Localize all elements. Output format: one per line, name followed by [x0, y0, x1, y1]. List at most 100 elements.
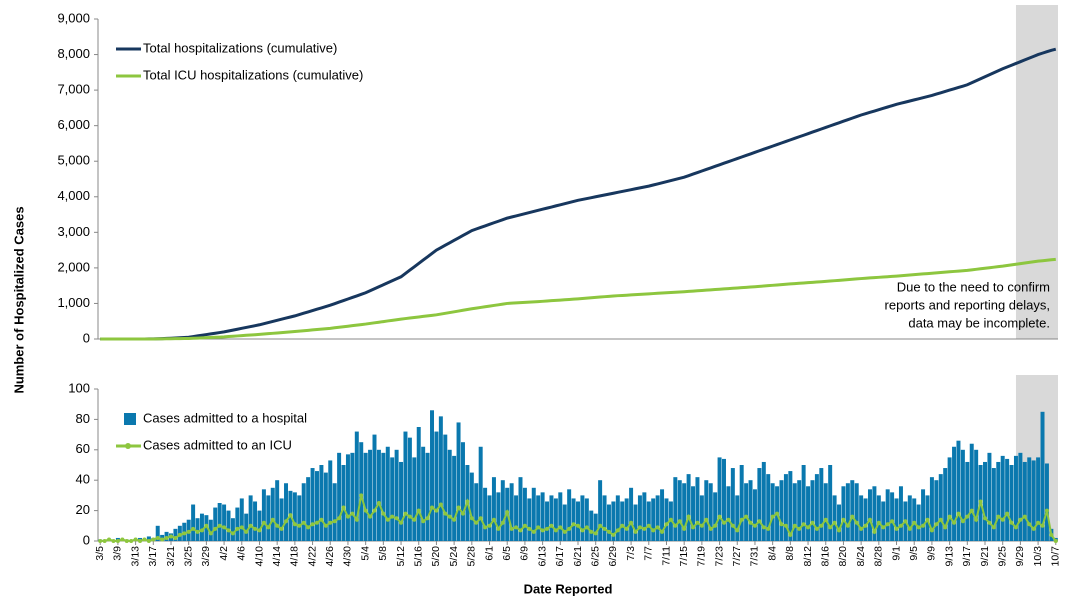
point — [292, 522, 297, 527]
point — [345, 514, 350, 519]
bar — [381, 452, 386, 541]
bar — [337, 452, 342, 541]
y-axis-title: Number of Hospitalized Cases — [11, 206, 26, 393]
bar — [354, 431, 359, 541]
y-tick-label: 2,000 — [57, 259, 90, 274]
point — [235, 526, 240, 531]
point — [921, 523, 926, 528]
point — [660, 529, 665, 534]
point — [894, 526, 899, 531]
bar — [752, 489, 757, 541]
point — [938, 517, 943, 522]
point — [465, 499, 470, 504]
point — [460, 511, 465, 516]
bar — [204, 515, 209, 541]
bar — [421, 446, 426, 541]
y-tick-label: 4,000 — [57, 188, 90, 203]
point — [509, 526, 514, 531]
point — [775, 511, 780, 516]
x-tick-label: 3/9 — [112, 546, 124, 561]
point — [983, 516, 988, 521]
point — [903, 519, 908, 524]
x-tick-label: 6/25 — [589, 546, 601, 567]
point — [500, 520, 505, 525]
bar — [872, 486, 877, 541]
point — [615, 528, 620, 533]
bar — [664, 498, 669, 541]
bar — [726, 486, 731, 541]
bar — [195, 518, 200, 541]
point — [792, 523, 797, 528]
x-tick-label: 7/31 — [749, 546, 761, 567]
point — [637, 525, 642, 530]
point — [314, 520, 319, 525]
x-tick-label: 4/14 — [271, 546, 283, 567]
point — [890, 519, 895, 524]
x-tick-label: 5/8 — [377, 546, 389, 561]
bar — [253, 501, 258, 541]
bar — [991, 468, 996, 541]
point — [606, 529, 611, 534]
bar — [983, 461, 987, 541]
bar — [832, 495, 837, 541]
bar — [987, 452, 992, 541]
bar — [766, 474, 771, 541]
x-tick-label: 10/3 — [1032, 546, 1044, 567]
bar — [491, 477, 496, 541]
point — [1005, 511, 1010, 516]
bar — [1013, 455, 1018, 541]
bar — [284, 483, 289, 541]
point — [682, 526, 687, 531]
x-axis-title: Date Reported — [524, 581, 613, 596]
point — [98, 539, 103, 543]
point — [407, 514, 412, 519]
point — [748, 520, 753, 525]
point — [1000, 517, 1005, 522]
point — [487, 523, 492, 528]
point — [863, 523, 868, 528]
bar — [217, 503, 222, 541]
x-tick-label: 8/24 — [855, 546, 867, 567]
point — [102, 539, 107, 543]
point — [943, 525, 948, 530]
point — [425, 516, 430, 521]
point — [673, 523, 678, 528]
x-tick-label: 3/21 — [165, 546, 177, 567]
bar — [615, 495, 620, 541]
point — [584, 525, 589, 530]
legend-label: Cases admitted to a hospital — [143, 410, 307, 425]
point — [491, 517, 496, 522]
point — [452, 517, 457, 522]
bar — [261, 489, 266, 541]
bar — [146, 536, 151, 541]
point — [788, 532, 793, 537]
point — [956, 511, 961, 516]
bar — [279, 498, 284, 541]
bar — [549, 495, 554, 541]
point — [1027, 522, 1032, 527]
y-tick-label: 80 — [76, 411, 90, 426]
point — [160, 537, 165, 542]
point — [1049, 532, 1054, 537]
bar — [938, 474, 943, 541]
point — [801, 522, 806, 527]
bar — [474, 483, 479, 541]
bar — [1027, 457, 1032, 541]
point — [783, 523, 788, 528]
bar — [191, 504, 196, 541]
bar — [372, 434, 377, 541]
bar — [239, 498, 244, 541]
point — [757, 519, 762, 524]
point — [823, 517, 828, 522]
point — [1044, 508, 1049, 513]
bar — [518, 477, 523, 541]
y-tick-label: 0 — [83, 330, 90, 345]
point — [859, 526, 864, 531]
bar — [867, 489, 872, 541]
point — [580, 528, 585, 533]
bar — [443, 434, 448, 541]
bar — [244, 513, 249, 541]
bar — [819, 468, 824, 541]
bar — [213, 507, 218, 541]
bar — [416, 427, 421, 541]
